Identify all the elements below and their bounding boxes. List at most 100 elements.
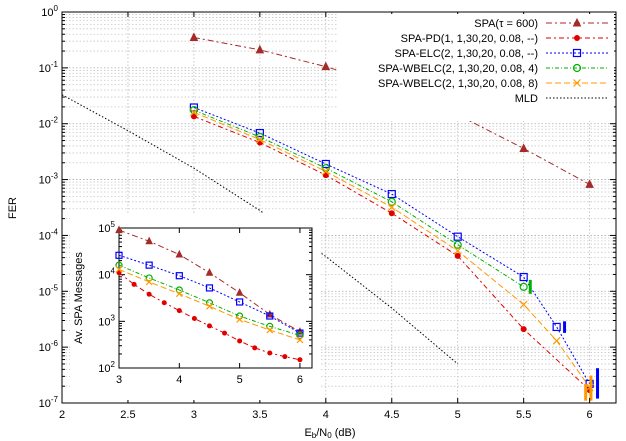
marker-triangle xyxy=(585,179,594,188)
inset-series-line xyxy=(118,264,301,336)
x-axis-label-sub2: 0 xyxy=(327,431,332,440)
y-tick-label: 10-4 xyxy=(39,227,59,242)
marker-cross xyxy=(573,79,581,87)
y-tick-base: 10 xyxy=(39,398,51,410)
marker-circle xyxy=(296,331,304,339)
marker-triangle xyxy=(115,225,123,234)
marker-cross xyxy=(145,278,153,286)
y-tick-exp: -2 xyxy=(51,116,59,125)
x-tick-label: 4.5 xyxy=(384,409,399,421)
y-tick-base: 10 xyxy=(39,342,51,354)
marker-triangle xyxy=(235,288,244,296)
marker-dot xyxy=(574,35,580,41)
inset-y-tick-base: 10 xyxy=(98,363,110,375)
marker-cross xyxy=(175,290,183,298)
x-axis-label-sub1: b xyxy=(312,431,317,440)
inset-series-0 xyxy=(115,225,304,335)
marker-cross xyxy=(321,167,330,176)
marker-circle xyxy=(453,240,462,249)
y-tick-exp: -7 xyxy=(51,395,59,404)
marker-dot xyxy=(161,300,167,306)
marker-dot xyxy=(206,323,212,329)
inset-y-tick-label: 103 xyxy=(98,313,115,328)
marker-dot xyxy=(131,281,137,287)
marker-dot xyxy=(267,350,273,356)
y-tick-base: 10 xyxy=(39,119,51,131)
inset-series-4 xyxy=(115,265,304,344)
marker-dot xyxy=(454,252,461,259)
legend-label: MLD xyxy=(515,93,538,105)
legend-label: SPA-ELC(2, 1,30,20, 0.08, --) xyxy=(395,48,538,60)
marker-dot xyxy=(297,357,303,363)
x-tick-label: 4 xyxy=(323,409,329,421)
inset-y-tick-label: 102 xyxy=(98,360,115,375)
y-tick-label: 10-6 xyxy=(39,339,59,354)
legend-label: SPA-PD(1, 1,30,20, 0.08, --) xyxy=(401,33,538,45)
x-axis-label-slash: /N xyxy=(316,427,327,439)
series-5 xyxy=(61,94,459,365)
marker-square xyxy=(266,312,274,320)
marker-cross xyxy=(453,246,462,255)
marker-cross xyxy=(189,108,198,117)
marker-square xyxy=(189,103,199,112)
y-tick-exp: -4 xyxy=(51,227,59,236)
main-frame xyxy=(61,11,617,404)
marker-triangle xyxy=(519,143,528,152)
legend-label: SPA(τ = 600) xyxy=(474,18,538,30)
y-tick-label: 10-3 xyxy=(39,172,59,187)
inset-y-tick-exp: 3 xyxy=(111,313,116,322)
marker-dot xyxy=(190,113,197,120)
series-line xyxy=(193,109,524,288)
series-line xyxy=(193,111,591,388)
marker-triangle xyxy=(255,44,265,54)
marker-cross xyxy=(206,302,213,310)
marker-dot xyxy=(252,345,258,351)
marker-cross xyxy=(387,203,396,212)
y-tick-label: 10-1 xyxy=(39,60,59,75)
x-tick-label: 3.5 xyxy=(252,409,267,421)
y-tick-base: 10 xyxy=(39,63,51,75)
marker-dot xyxy=(282,354,288,360)
y-tick-label: 10-7 xyxy=(39,395,59,410)
marker-square xyxy=(205,284,214,292)
marker-square xyxy=(236,298,244,306)
marker-circle xyxy=(387,197,396,206)
x-tick-label: 5.5 xyxy=(516,409,531,421)
marker-square xyxy=(572,48,582,58)
marker-circle xyxy=(255,132,264,142)
marker-triangle xyxy=(205,268,214,276)
marker-dot xyxy=(146,291,152,297)
marker-cross xyxy=(519,300,528,309)
series-0 xyxy=(189,32,594,188)
inset-y-tick-base: 10 xyxy=(98,223,110,235)
y-tick-exp: -1 xyxy=(51,60,59,69)
marker-square xyxy=(145,261,153,269)
marker-dot xyxy=(388,210,395,217)
y-tick-exp: -6 xyxy=(51,339,59,348)
inset-series-line xyxy=(118,254,301,334)
marker-triangle xyxy=(145,236,153,245)
marker-cross xyxy=(236,315,244,323)
marker-square xyxy=(255,128,264,138)
marker-circle xyxy=(115,261,123,269)
series-line xyxy=(193,107,591,385)
inset-x-tick-label: 3 xyxy=(116,374,122,386)
inset-x-tick-label: 4 xyxy=(176,374,182,386)
series-4 xyxy=(189,108,594,392)
y-tick-base: 10 xyxy=(41,7,53,19)
x-tick-label: 6 xyxy=(587,409,593,421)
series-2 xyxy=(189,103,594,388)
marker-cross xyxy=(552,336,561,345)
inset-y-tick-base: 10 xyxy=(98,316,110,328)
legend: SPA(τ = 600) SPA-PD(1, 1,30,20, 0.08, --)… xyxy=(338,14,614,121)
marker-square xyxy=(519,272,528,282)
legend-label: SPA-WBELC(2, 1,30,20, 0.08, 8) xyxy=(378,78,538,90)
inset-y-tick-label: 104 xyxy=(98,267,115,282)
x-tick-label: 5 xyxy=(455,409,461,421)
marker-circle xyxy=(519,282,528,291)
y-tick-base: 10 xyxy=(39,286,51,298)
y-tick-label: 10-2 xyxy=(39,116,59,131)
inset-series-3 xyxy=(115,261,304,339)
inset-y-axis-label: Av. SPA Messages xyxy=(73,252,85,344)
